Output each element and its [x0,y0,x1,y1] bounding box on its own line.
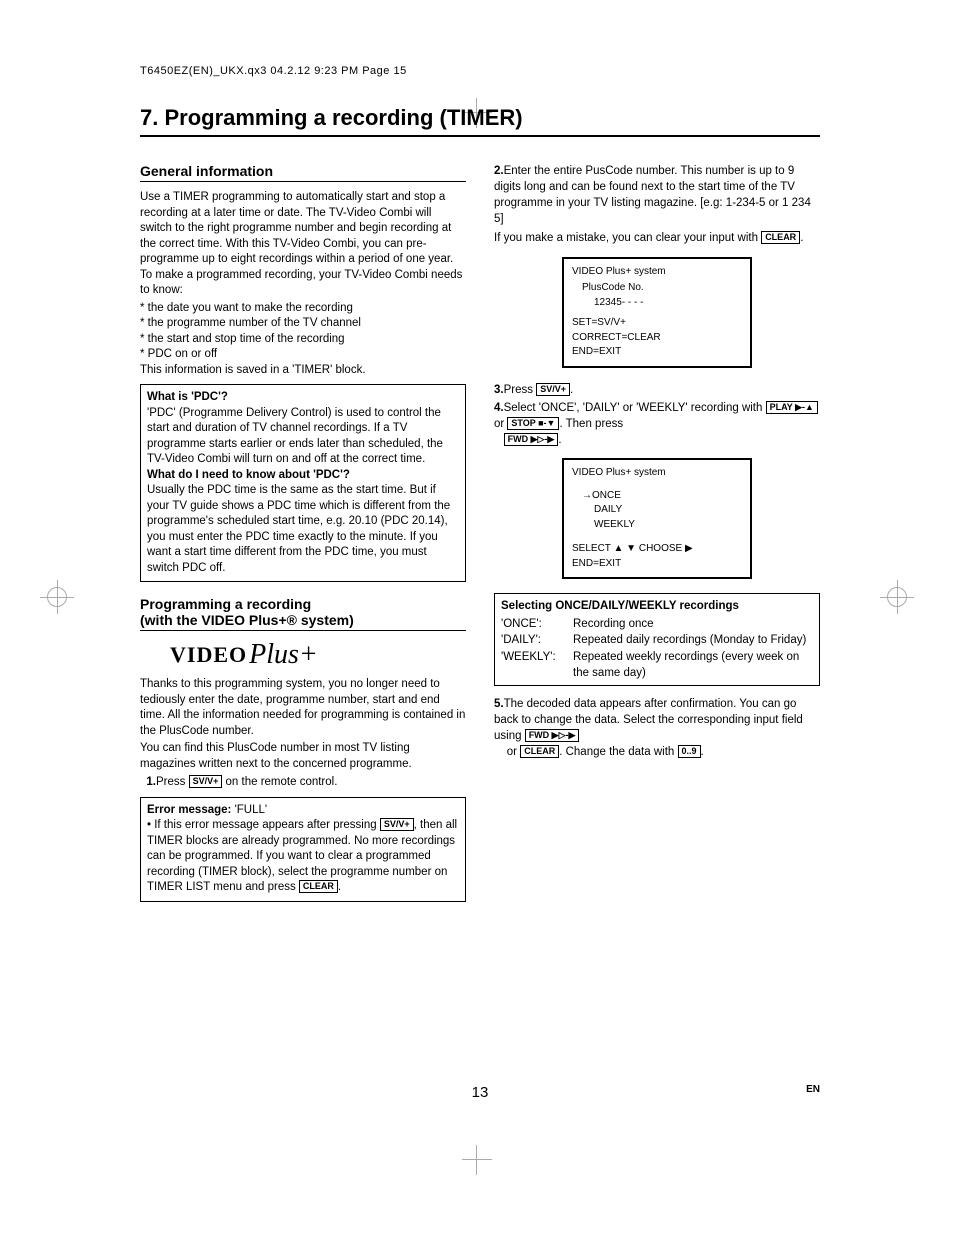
page-number: 13 [472,1084,489,1101]
step-5-end: . [701,746,704,758]
timer-block-note: This information is saved in a 'TIMER' b… [140,363,466,379]
recording-modes-box: Selecting ONCE/DAILY/WEEKLY recordings '… [494,593,820,685]
error-full-box: Error message: 'FULL' • If this error me… [140,797,466,902]
svv-button-icon: SV/V+ [189,775,223,788]
step-3-text: Press [504,384,537,396]
osd1-title: VIDEO Plus+ system [572,265,742,280]
step-4-text-2: or [494,418,507,430]
logo-plus-text: Plus+ [249,639,318,671]
general-info-text: Use a TIMER programming to automatically… [140,190,466,299]
step-1-text-end: on the remote control. [222,776,337,788]
page-title: 7. Programming a recording (TIMER) [140,105,820,137]
step-2-num: 2. [494,165,504,177]
videoplus-logo: VIDEO Plus+ [170,639,466,671]
print-header: T6450EZ(EN)_UKX.qx3 04.2.12 9:23 PM Page… [140,65,820,77]
mode-once-row: 'ONCE': Recording once [501,616,813,632]
error-heading: Error message: [147,804,235,816]
pdc-heading-2: What do I need to know about 'PDC'? [147,469,350,481]
fwd-button-icon: FWD ▶▷-▶ [504,433,559,446]
left-column: General information Use a TIMER programm… [140,163,466,902]
pdc-heading-1: What is 'PDC'? [147,391,228,403]
step-3: 3.Press SV/V+. [494,382,820,398]
osd-screen-pluscode: VIDEO Plus+ system PlusCode No. 12345- -… [562,257,752,368]
osd1-line-2: PlusCode No. [572,281,742,296]
step-3-num: 3. [494,384,504,396]
osd1-line-5: CORRECT=CLEAR [572,331,742,346]
logo-video-text: VIDEO [170,642,247,668]
osd1-line-4: SET=SV/V+ [572,316,742,331]
step-2: 2.Enter the entire PusCode number. This … [494,163,820,227]
mode-weekly-row: 'WEEKLY': Repeated weekly recordings (ev… [501,649,813,681]
step-5-text-2: or [504,746,521,758]
play-button-icon: PLAY ▶-▲ [766,401,818,414]
bullet-date: * the date you want to make the recordin… [140,301,466,317]
digits-button-icon: 0..9 [678,745,701,758]
mode-daily-val: Repeated daily recordings (Monday to Fri… [573,632,813,648]
page-footer: 13 EN [140,1084,820,1095]
registration-mark-left [40,580,74,614]
videoplus-desc-2: You can find this PlusCode number in mos… [140,741,466,772]
svv-button-icon: SV/V+ [536,383,570,396]
crop-mark-bottom [462,1145,492,1175]
clear-button-icon: CLEAR [299,880,338,893]
pdc-text-2: Usually the PDC time is the same as the … [147,484,450,574]
pdc-text-1: 'PDC' (Programme Delivery Control) is us… [147,407,443,466]
requirements-list: * the date you want to make the recordin… [140,301,466,363]
step-3-end: . [570,384,573,396]
right-column: 2.Enter the entire PusCode number. This … [494,163,820,902]
step-5: 5.The decoded data appears after confirm… [494,696,820,760]
error-text-1: • If this error message appears after pr… [147,819,380,831]
osd-screen-frequency: VIDEO Plus+ system →ONCE DAILY WEEKLY SE… [562,458,752,579]
osd2-select: SELECT ▲ ▼ CHOOSE ▶ [572,542,742,557]
step-1: 1.Press SV/V+ on the remote control. [140,774,466,790]
osd1-line-3: 12345- - - - [572,296,742,311]
modes-heading: Selecting ONCE/DAILY/WEEKLY recordings [501,598,813,614]
clear-note-text: If you make a mistake, you can clear you… [494,232,761,244]
osd1-line-6: END=EXIT [572,345,742,360]
videoplus-desc-1: Thanks to this programming system, you n… [140,677,466,739]
svv-button-icon: SV/V+ [380,818,414,831]
step-4-text-1: Select 'ONCE', 'DAILY' or 'WEEKLY' recor… [504,402,766,414]
mode-once-key: 'ONCE': [501,616,573,632]
osd2-weekly: WEEKLY [572,518,742,533]
heading-general-info: General information [140,163,466,182]
bullet-times: * the start and stop time of the recordi… [140,332,466,348]
error-value: 'FULL' [235,804,268,816]
heading-programming-l2: (with the VIDEO Plus+® system) [140,612,354,628]
mode-daily-key: 'DAILY': [501,632,573,648]
step-4-text-3: . Then press [559,418,623,430]
osd2-once: →ONCE [572,489,742,504]
registration-mark-right [880,580,914,614]
pdc-info-box: What is 'PDC'? 'PDC' (Programme Delivery… [140,384,466,582]
step-5-text-3: . Change the data with [559,746,677,758]
mode-once-val: Recording once [573,616,813,632]
bullet-pdc: * PDC on or off [140,347,466,363]
bullet-programme: * the programme number of the TV channel [140,316,466,332]
osd2-end: END=EXIT [572,557,742,572]
step-4-num: 4. [494,402,504,414]
step-1-num: 1. [146,776,156,788]
mode-weekly-key: 'WEEKLY': [501,649,573,681]
clear-input-note: If you make a mistake, you can clear you… [494,231,820,247]
clear-note-end: . [800,232,803,244]
osd2-daily: DAILY [572,503,742,518]
clear-button-icon: CLEAR [520,745,559,758]
step-5-num: 5. [494,698,504,710]
mode-daily-row: 'DAILY': Repeated daily recordings (Mond… [501,632,813,648]
osd2-title: VIDEO Plus+ system [572,466,742,481]
clear-button-icon: CLEAR [761,231,800,244]
mode-weekly-val: Repeated weekly recordings (every week o… [573,649,813,681]
language-code: EN [806,1084,820,1095]
step-1-text: Press [156,776,189,788]
error-text-3: . [338,881,341,893]
stop-button-icon: STOP ■-▼ [507,417,559,430]
heading-programming-l1: Programming a recording [140,596,311,612]
heading-programming: Programming a recording (with the VIDEO … [140,596,466,631]
fwd-button-icon: FWD ▶▷-▶ [525,729,580,742]
step-4-end: . [558,434,561,446]
step-4: 4.Select 'ONCE', 'DAILY' or 'WEEKLY' rec… [494,400,820,448]
step-2-text: Enter the entire PusCode number. This nu… [494,165,811,225]
